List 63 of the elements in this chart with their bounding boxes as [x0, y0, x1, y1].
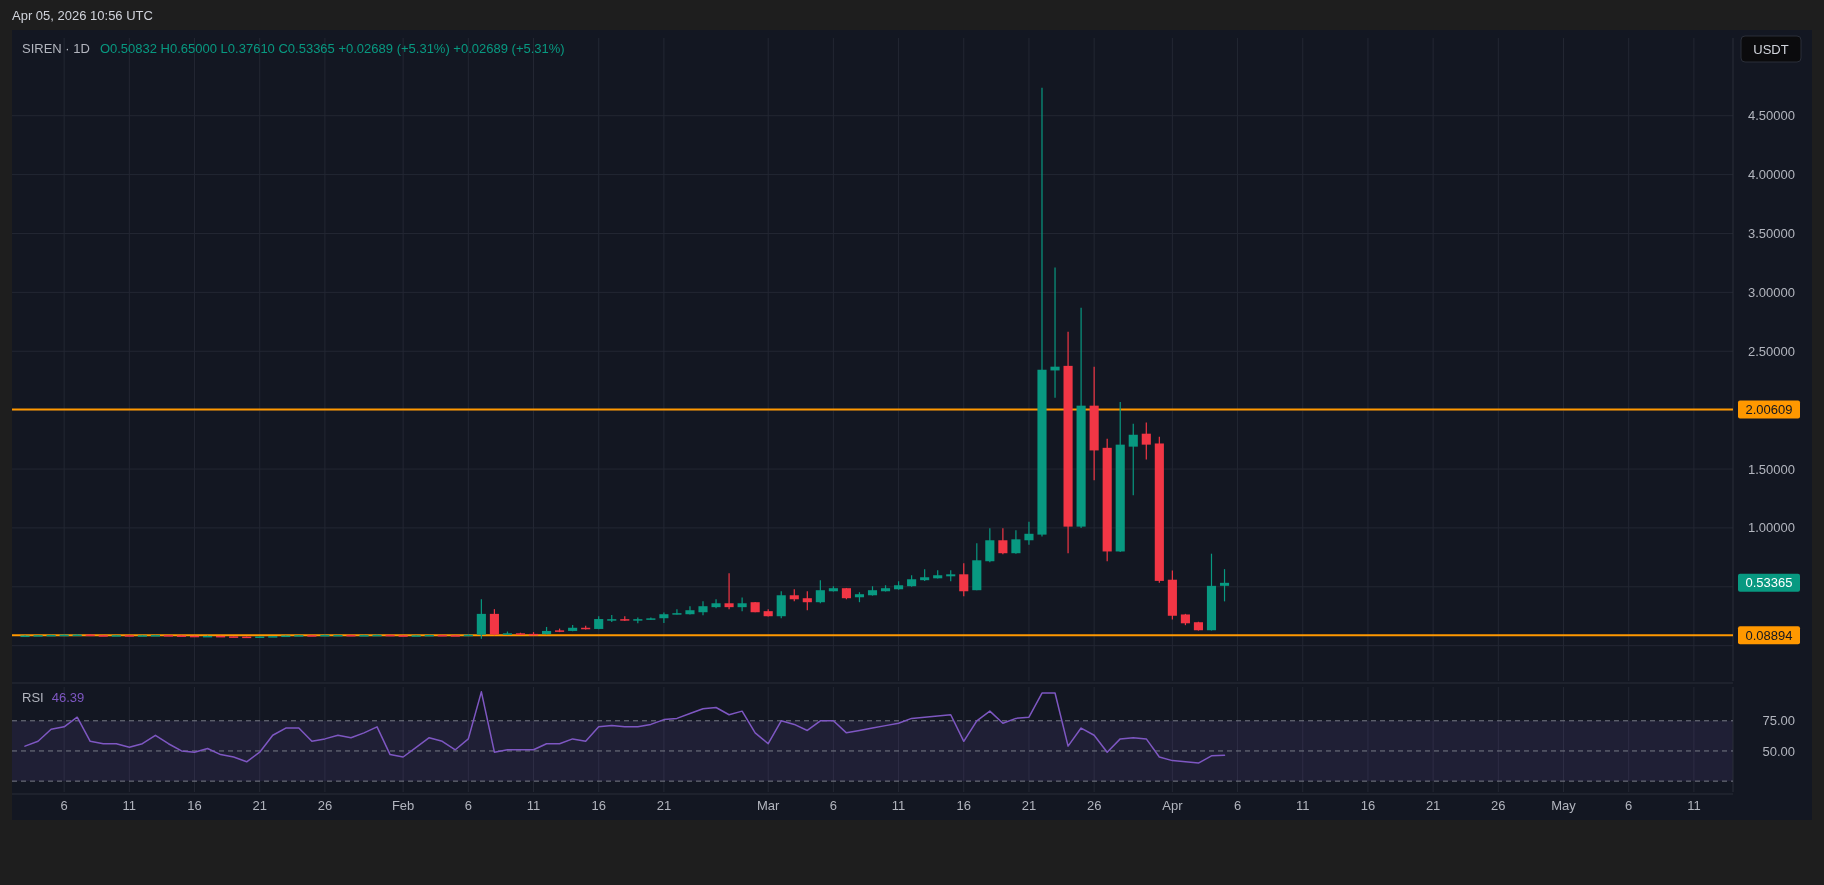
x-tick-label: 21 [656, 798, 672, 813]
x-tick-label: Feb [391, 798, 415, 813]
x-tick-label: May [1551, 798, 1577, 813]
candlestick [698, 600, 708, 616]
y-tick-label: 1.00000 [1748, 520, 1795, 536]
x-tick-label: 26 [1086, 798, 1102, 813]
candlestick [1128, 423, 1138, 496]
annotation: 46.39 [51, 689, 85, 705]
x-tick-label: 11 [1687, 798, 1701, 813]
ref-line-label: 0.08894 [1745, 627, 1793, 643]
candlestick [724, 572, 734, 610]
candlestick [737, 596, 747, 612]
text: Apr 05, 2026 10:56 UTC [12, 7, 153, 23]
text: USDT [1753, 41, 1789, 57]
x-tick-label: 11 [526, 798, 541, 813]
chart-subtitle: O0.50832 H0.65000 L0.37610 C0.53365 +0.02689 (+5.31%) +0.02689 (+5.31%) [99, 40, 565, 56]
y-tick-label: 75.00 [1762, 713, 1795, 729]
candlestick [802, 590, 812, 611]
x-tick-label: 11 [1296, 798, 1310, 813]
x-tick-label: 11 [891, 798, 906, 813]
y-tick-label: 50.00 [1762, 743, 1795, 759]
text: 0.53365 [1745, 575, 1793, 591]
chart-title: SIREN · 1D [22, 40, 90, 56]
y-tick-label: 4.50000 [1748, 108, 1795, 124]
x-tick-label: 16 [1360, 798, 1376, 813]
candlestick [659, 611, 669, 624]
y-tick-label: 3.50000 [1748, 226, 1795, 242]
x-tick-label: 16 [956, 798, 971, 813]
y-tick-label: 2.50000 [1748, 343, 1795, 359]
x-tick-label: 16 [187, 798, 202, 813]
x-tick-label: 6 [829, 798, 837, 813]
y-tick-label: 4.00000 [1748, 167, 1795, 183]
candlestick [1141, 421, 1151, 461]
candlestick [959, 562, 969, 597]
x-tick-label: 21 [252, 798, 267, 813]
line-series [24, 691, 1226, 764]
candlestick [476, 598, 486, 640]
candlestick [985, 527, 995, 563]
x-tick-label: 6 [1625, 798, 1633, 813]
x-tick-label: 26 [1491, 798, 1506, 813]
y-tick-label: 3.00000 [1748, 284, 1795, 300]
candlestick [776, 590, 786, 619]
x-tick-label: 21 [1425, 798, 1441, 813]
x-tick-label: Mar [757, 798, 781, 813]
x-tick-label: Apr [1162, 798, 1184, 813]
x-tick-label: 6 [60, 798, 68, 813]
candlestick [998, 527, 1008, 555]
ref-line-label: 2.00609 [1745, 401, 1793, 417]
candlestick [489, 608, 499, 636]
x-tick-label: 26 [317, 798, 333, 813]
y-tick-label: 1.50000 [1748, 461, 1795, 477]
series-label: RSI [22, 689, 44, 705]
x-tick-label: 6 [1233, 798, 1242, 813]
x-tick-label: 6 [464, 798, 472, 813]
candlestick [1011, 529, 1021, 555]
x-tick-label: 11 [122, 798, 137, 813]
candlestick [1219, 568, 1230, 602]
candlestick [672, 608, 682, 616]
x-tick-label: 16 [591, 798, 606, 813]
x-tick-label: 21 [1021, 798, 1037, 813]
candlestick [711, 598, 721, 609]
candlestick [1024, 521, 1034, 546]
candlestick [815, 579, 825, 604]
